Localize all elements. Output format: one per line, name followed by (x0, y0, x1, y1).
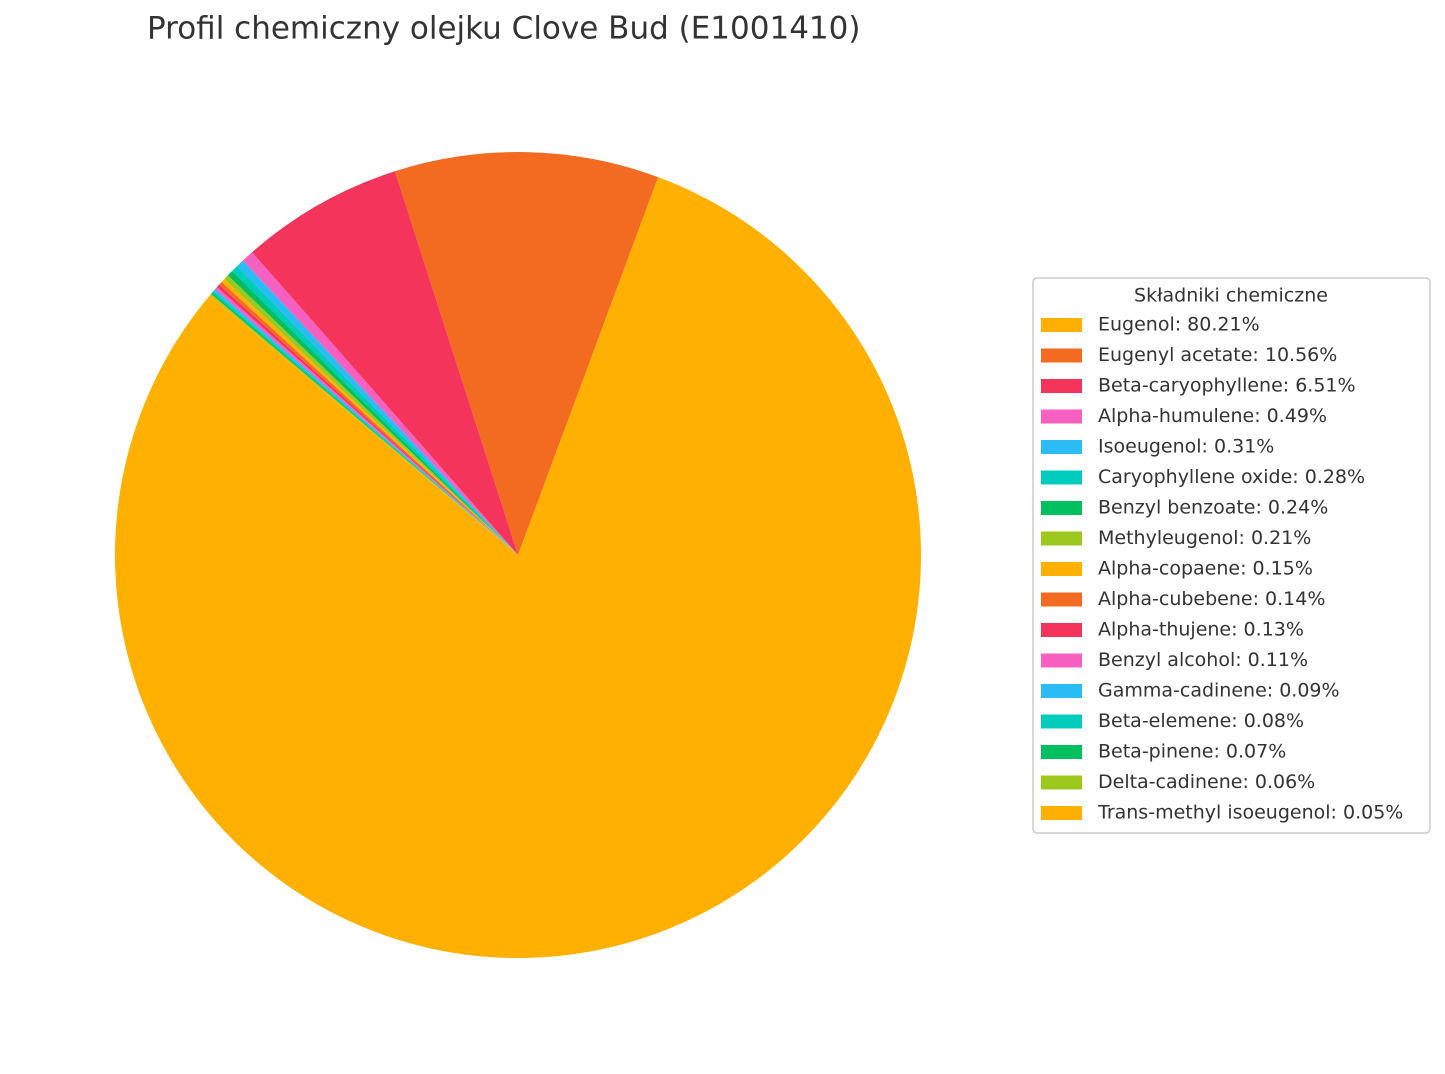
legend-swatch (1041, 318, 1082, 332)
legend-swatch (1041, 531, 1082, 546)
legend-label: Benzyl alcohol: 0.11% (1098, 649, 1308, 671)
legend-swatch (1041, 501, 1082, 515)
legend-label: Beta-caryophyllene: 6.51% (1098, 375, 1356, 397)
pie-slice (237, 260, 518, 555)
legend-label: Delta-cadinene: 0.06% (1098, 771, 1315, 793)
chart-title: Profil chemiczny olejku Clove Bud (E1001… (147, 11, 860, 47)
legend-swatch (1041, 440, 1082, 454)
pie-slice (221, 279, 518, 555)
pie-slice (213, 289, 518, 555)
pie-slice (232, 266, 518, 555)
legend-label: Alpha-copaene: 0.15% (1098, 558, 1313, 580)
legend-swatch (1041, 684, 1082, 698)
legend-title: Składniki chemiczne (1134, 285, 1328, 307)
legend-label: Alpha-thujene: 0.13% (1098, 619, 1304, 641)
pie-slice (219, 282, 518, 555)
pie-slice (209, 294, 518, 555)
pie-slice (394, 152, 659, 555)
legend-swatch (1041, 379, 1082, 393)
legend-label: Caryophyllene oxide: 0.28% (1098, 466, 1365, 488)
pie-slice (212, 290, 518, 555)
legend-swatch (1041, 806, 1082, 820)
legend-swatch (1041, 562, 1082, 576)
legend-label: Alpha-cubebene: 0.14% (1098, 588, 1325, 610)
legend-label: Alpha-humulene: 0.49% (1098, 405, 1327, 427)
pie-slice (224, 275, 518, 555)
legend-swatch (1041, 592, 1082, 607)
legend-label: Beta-pinene: 0.07% (1098, 741, 1286, 763)
legend-swatch (1041, 470, 1082, 485)
legend-box (1032, 277, 1431, 834)
pie-slice (216, 284, 518, 555)
legend-label: Eugenyl acetate: 10.56% (1098, 344, 1337, 366)
legend-label: Methyleugenol: 0.21% (1098, 527, 1311, 549)
pie-slice (252, 171, 518, 556)
legend-swatch (1041, 775, 1082, 790)
legend-label: Isoeugenol: 0.31% (1098, 436, 1274, 458)
legend-label: Eugenol: 80.21% (1098, 314, 1260, 336)
legend-swatch (1041, 348, 1082, 363)
pie-slice (114, 177, 921, 958)
pie-slice (227, 271, 518, 555)
legend-swatch (1041, 745, 1082, 759)
pie-slice (210, 293, 518, 555)
legend-swatch (1041, 409, 1082, 424)
legend-swatch (1041, 623, 1082, 637)
legend-label: Trans-methyl isoeugenol: 0.05% (1097, 802, 1403, 824)
legend-label: Beta-elemene: 0.08% (1098, 710, 1304, 732)
pie-slice (211, 292, 518, 555)
legend-label: Benzyl benzoate: 0.24% (1098, 497, 1328, 519)
legend-swatch (1041, 653, 1082, 668)
pie-slice (242, 252, 518, 555)
legend-swatch (1041, 714, 1082, 729)
legend-label: Gamma-cadinene: 0.09% (1098, 680, 1340, 702)
pie-slice (215, 287, 518, 555)
